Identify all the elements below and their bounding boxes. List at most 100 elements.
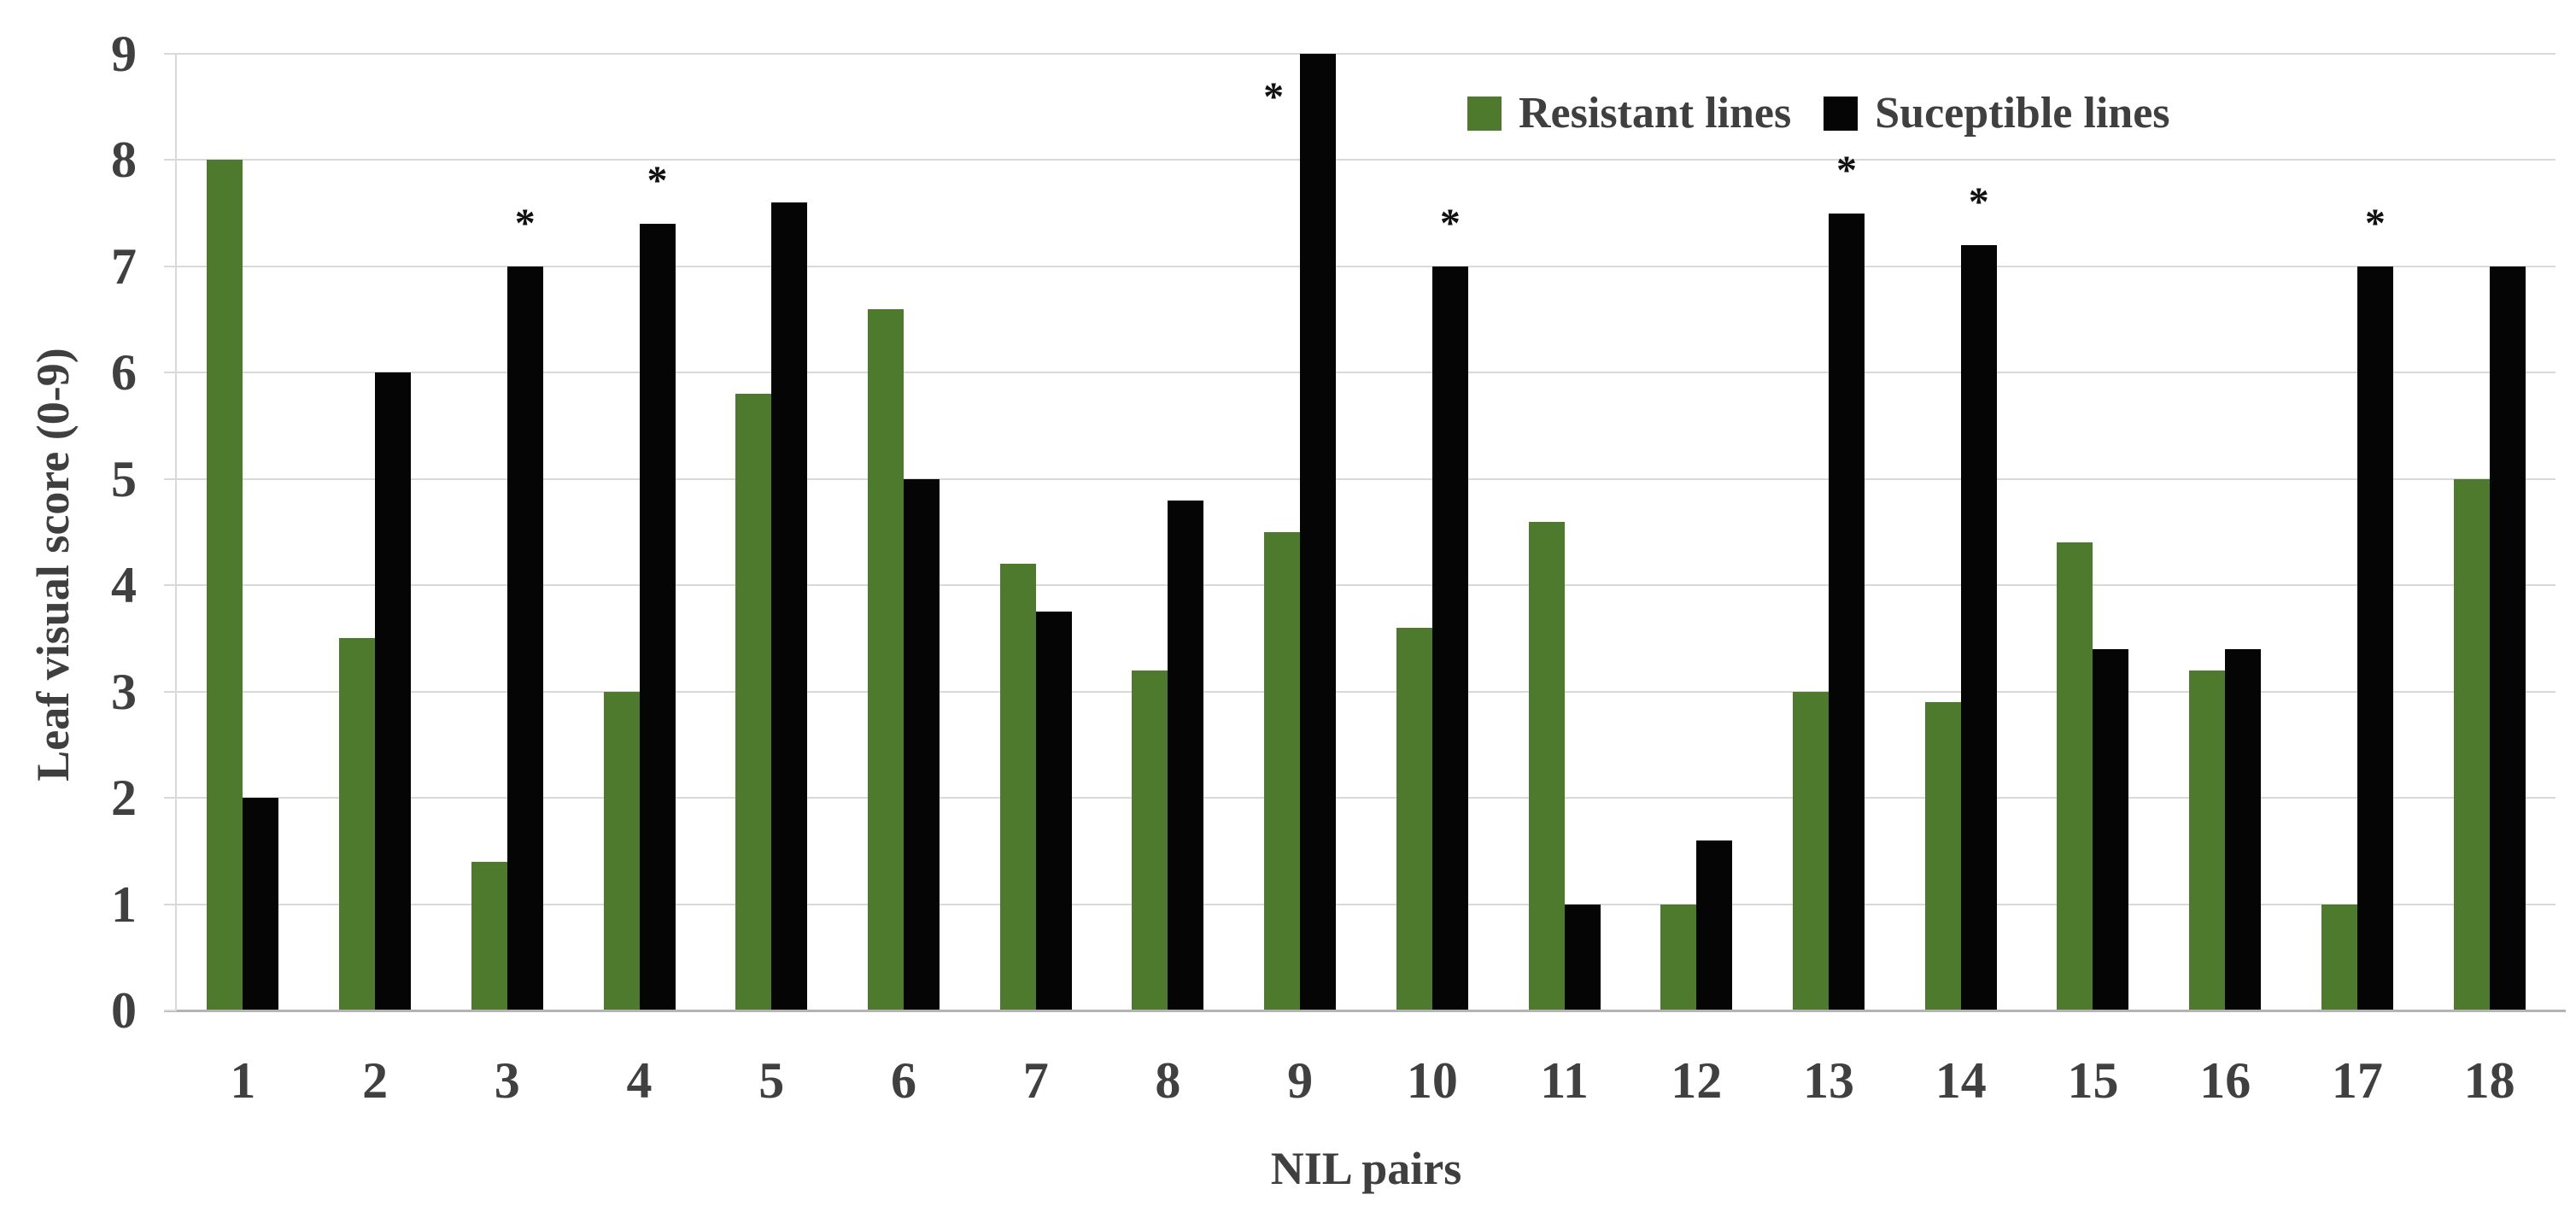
category-cluster-6 [838,54,970,1010]
category-cluster-13: * [1763,54,1895,1010]
y-tick-mark-1 [164,903,177,905]
category-cluster-7 [969,54,1102,1010]
gridline-y9 [177,53,2556,55]
bar-resistant-16 [2189,670,2226,1010]
x-tick-label-10: 10 [1406,1052,1458,1109]
x-tick-label-13: 13 [1803,1052,1855,1109]
x-tick-label-16: 16 [2199,1052,2251,1109]
bar-susceptible-5 [771,202,808,1010]
category-cluster-5 [705,54,838,1010]
category-cluster-4: * [573,54,705,1010]
category-cluster-3: * [441,54,573,1010]
x-tick-label-11: 11 [1540,1052,1589,1109]
x-tick-label-7: 7 [1022,1052,1049,1109]
category-cluster-17: * [2292,54,2424,1010]
bar-resistant-1 [207,160,243,1010]
legend-swatch-susceptible [1824,97,1859,131]
bar-susceptible-2 [375,372,412,1010]
category-cluster-11 [1498,54,1630,1010]
significance-asterisk-10: * [1439,200,1461,246]
x-tick-label-15: 15 [2067,1052,2119,1109]
legend: Resistant lines Suceptible lines [1467,91,2170,137]
bar-susceptible-15 [2093,648,2129,1010]
y-tick-mark-8 [164,159,177,161]
x-tick-label-6: 6 [890,1052,916,1109]
category-cluster-9: * [1234,54,1367,1010]
gridline-y4 [177,584,2556,587]
bar-resistant-13 [1793,691,1830,1010]
y-tick-label-0: 0 [111,982,137,1039]
bar-resistant-3 [471,861,507,1010]
y-tick-label-8: 8 [111,132,137,189]
y-tick-mark-5 [164,477,177,480]
bar-susceptible-17 [2356,266,2393,1010]
bar-susceptible-11 [1564,904,1601,1010]
gridline-y5 [177,477,2556,480]
bar-susceptible-14 [1960,245,1997,1010]
legend-entry-resistant: Resistant lines [1467,91,1791,137]
x-tick-label-3: 3 [494,1052,520,1109]
y-tick-label-2: 2 [111,770,137,827]
x-tick-label-17: 17 [2331,1052,2383,1109]
bar-resistant-10 [1396,628,1432,1010]
bar-resistant-8 [1132,670,1168,1010]
bar-susceptible-9 [1300,54,1337,1010]
y-tick-mark-3 [164,690,177,693]
y-tick-label-6: 6 [111,344,137,401]
gridline-y8 [177,159,2556,161]
x-tick-label-4: 4 [626,1052,653,1109]
y-tick-label-5: 5 [111,450,137,507]
bar-resistant-15 [2057,542,2093,1010]
bar-susceptible-6 [903,478,940,1010]
y-tick-label-1: 1 [111,876,137,933]
bar-resistant-12 [1660,904,1697,1010]
x-axis-line [164,1010,2566,1012]
y-tick-mark-9 [164,53,177,55]
y-tick-mark-4 [164,584,177,587]
bar-susceptible-1 [243,798,279,1010]
x-tick-label-18: 18 [2463,1052,2515,1109]
category-cluster-16 [2159,54,2292,1010]
category-cluster-14: * [1894,54,2027,1010]
x-tick-label-1: 1 [230,1052,256,1109]
bar-susceptible-3 [506,266,543,1010]
bar-resistant-7 [999,564,1036,1010]
legend-swatch-resistant [1467,97,1502,131]
bar-resistant-17 [2321,904,2357,1010]
significance-asterisk-4: * [647,158,668,204]
x-tick-label-12: 12 [1671,1052,1723,1109]
y-tick-label-7: 7 [111,237,137,295]
bar-susceptible-8 [1168,500,1204,1010]
gridline-y3 [177,690,2556,693]
bar-susceptible-7 [1035,612,1072,1010]
legend-entry-susceptible: Suceptible lines [1824,89,2170,138]
legend-label-resistant: Resistant lines [1519,89,1792,138]
bar-resistant-4 [603,691,640,1010]
bar-susceptible-4 [639,224,676,1010]
x-axis-title: NIL pairs [1270,1143,1462,1194]
gridline-y7 [177,265,2556,267]
x-tick-label-2: 2 [362,1052,389,1109]
significance-asterisk-13: * [1836,147,1858,193]
y-tick-label-9: 9 [111,26,137,82]
plot-area: * * * * * * * [177,53,2556,1010]
x-tick-label-8: 8 [1155,1052,1181,1109]
category-cluster-1 [177,54,309,1010]
y-tick-mark-6 [164,372,177,374]
legend-label-susceptible: Suceptible lines [1875,89,2170,138]
y-tick-mark-0 [164,1010,177,1011]
x-tick-label-5: 5 [758,1052,785,1109]
significance-asterisk-9: * [1263,74,1285,120]
bar-susceptible-16 [2225,648,2262,1010]
bar-susceptible-13 [1829,213,1865,1010]
category-cluster-12 [1630,54,1763,1010]
category-cluster-2 [309,54,442,1010]
y-axis-line [175,54,177,1010]
bar-resistant-9 [1264,532,1301,1010]
bar-resistant-2 [339,638,376,1010]
bar-susceptible-12 [1696,840,1733,1010]
bar-resistant-6 [867,308,904,1010]
bar-susceptible-18 [2489,266,2526,1010]
significance-asterisk-14: * [1968,179,1989,225]
